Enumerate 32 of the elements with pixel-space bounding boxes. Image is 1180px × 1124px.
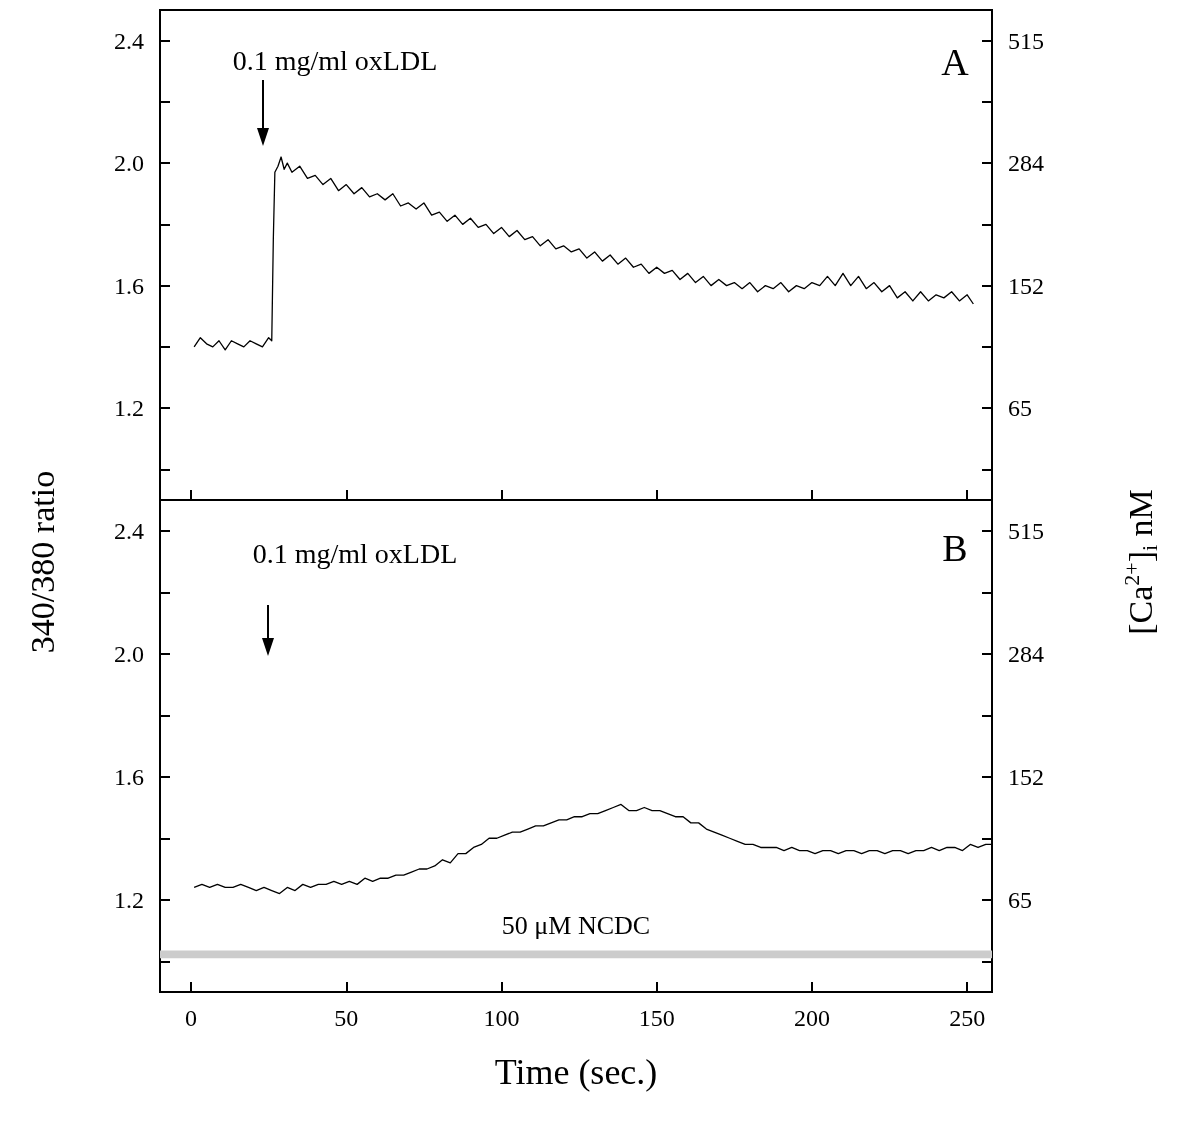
x-tick-label: 150 (638, 1005, 675, 1031)
annotation: B (942, 527, 968, 569)
y-tick-label: 1.2 (114, 886, 144, 913)
y-tick-label: 2.0 (114, 150, 144, 177)
category-label: 284 (1008, 150, 1044, 177)
y-tick-label: 1.2 (114, 395, 144, 422)
category-label: 515 (1008, 27, 1044, 54)
category-label: 515 (1008, 517, 1044, 544)
category-label: 152 (1008, 272, 1044, 299)
line-series (193, 803, 993, 895)
x-tick-label: 0 (185, 1005, 198, 1031)
annotation: 0.1 mg/ml oxLDL (252, 537, 458, 569)
line-series (193, 156, 975, 351)
y2-axis-title: [Ca2+]i nM (1118, 489, 1162, 635)
y-tick-label: 1.6 (114, 272, 144, 299)
y-tick-label: 2.4 (114, 27, 144, 54)
y-tick-label: 2.4 (114, 517, 144, 544)
x-tick-label: 250 (949, 1005, 986, 1031)
y-tick-label: 1.6 (114, 763, 144, 790)
category-label: 65 (1008, 395, 1032, 422)
category-label: 152 (1008, 763, 1044, 790)
category-label: 284 (1008, 640, 1044, 667)
x-tick-label: 200 (793, 1005, 830, 1031)
annotation: 0.1 mg/ml oxLDL (232, 44, 438, 76)
band-label: 50 μM NCDC (501, 910, 651, 940)
x-axis-title: Time (sec.) (494, 1052, 658, 1092)
category-label: 65 (1008, 886, 1032, 913)
y-tick-label: 2.0 (114, 640, 144, 667)
x-tick-label: 100 (483, 1005, 520, 1031)
annotation: A (941, 41, 970, 83)
x-tick-label: 50 (334, 1005, 359, 1031)
y-axis-title: 340/380 ratio (23, 470, 61, 654)
